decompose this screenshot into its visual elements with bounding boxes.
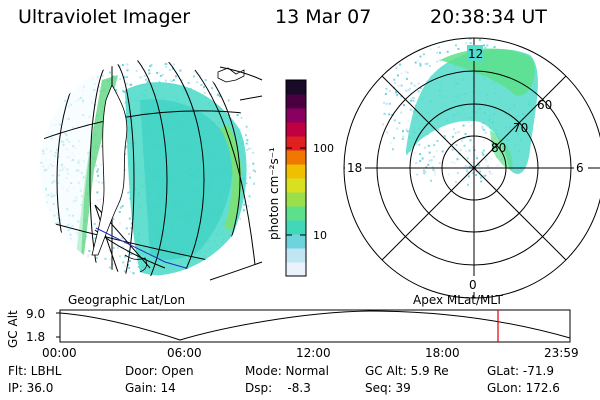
colorbar-cell xyxy=(286,122,306,137)
mlt-label-0: 0 xyxy=(469,278,477,292)
colorbar-cell xyxy=(286,206,306,221)
altitude-plot-frame xyxy=(59,309,571,343)
colorbar-cell xyxy=(286,178,306,193)
info-gc-alt: GC Alt: 5.9 Re xyxy=(365,364,449,378)
colorbar-cell xyxy=(286,94,306,109)
instrument-title: Ultraviolet Imager xyxy=(18,6,191,28)
altitude-plot: 9.0 1.8 GC Alt xyxy=(6,307,571,348)
altitude-ytick-1.8: 1.8 xyxy=(26,330,45,344)
altitude-ytick-9: 9.0 xyxy=(26,307,45,321)
time-tick-1200: 12:00 xyxy=(296,346,331,360)
observation-time: 20:38:34 UT xyxy=(430,6,547,28)
time-tick-1800: 18:00 xyxy=(425,346,460,360)
info-door: Door: Open xyxy=(125,364,194,378)
info-glon: GLon: 172.6 xyxy=(487,381,560,395)
colorbar-cell xyxy=(286,136,306,151)
time-tick-0000: 00:00 xyxy=(42,346,77,360)
colorbar-cell xyxy=(286,220,306,235)
time-tick-2359: 23:59 xyxy=(544,346,579,360)
colorbar-unit-label: photon cm⁻²s⁻¹ xyxy=(267,147,281,240)
info-ip: IP: 36.0 xyxy=(8,381,54,395)
info-gain: Gain: 14 xyxy=(125,381,176,395)
lat-label-70: 70 xyxy=(513,121,528,135)
colorbar-cell xyxy=(286,192,306,207)
coastline-fragment xyxy=(217,67,245,83)
geographic-image xyxy=(40,60,263,281)
colorbar-cell xyxy=(286,262,306,277)
colorbar-tick-label-10: 10 xyxy=(313,229,327,242)
colorbar-cell xyxy=(286,248,306,263)
mlt-label-6: 6 xyxy=(576,161,584,175)
left-panel-caption: Geographic Lat/Lon xyxy=(68,293,186,307)
lat-label-80: 80 xyxy=(491,141,506,155)
colorbar-cell xyxy=(286,108,306,123)
lat-label-60: 60 xyxy=(537,98,552,112)
info-mode: Mode: Normal xyxy=(245,364,329,378)
info-filter: Flt: LBHL xyxy=(8,364,62,378)
time-tick-0600: 06:00 xyxy=(167,346,202,360)
colorbar-cell xyxy=(286,164,306,179)
info-dsp: Dsp: -8.3 xyxy=(245,381,311,395)
altitude-curve xyxy=(59,310,571,341)
colorbar-cell xyxy=(286,80,306,95)
info-seq: Seq: 39 xyxy=(365,381,411,395)
colorbar-cell xyxy=(286,234,306,249)
colorbar-cell xyxy=(286,150,306,165)
colorbar-cells xyxy=(286,80,306,277)
colorbar-tick-label-100: 100 xyxy=(313,142,334,155)
observation-date: 13 Mar 07 xyxy=(275,6,372,28)
mlt-label-12: 12 xyxy=(468,47,483,61)
right-panel-caption: Apex MLat/MLT xyxy=(413,293,503,307)
info-glat: GLat: -71.9 xyxy=(487,364,554,378)
colorbar: 100 10 photon cm⁻²s⁻¹ xyxy=(267,79,334,277)
altitude-ylabel: GC Alt xyxy=(6,310,20,348)
mlt-label-18: 18 xyxy=(347,161,362,175)
polar-plot: 18 6 12 0 60 70 80 xyxy=(343,37,600,299)
